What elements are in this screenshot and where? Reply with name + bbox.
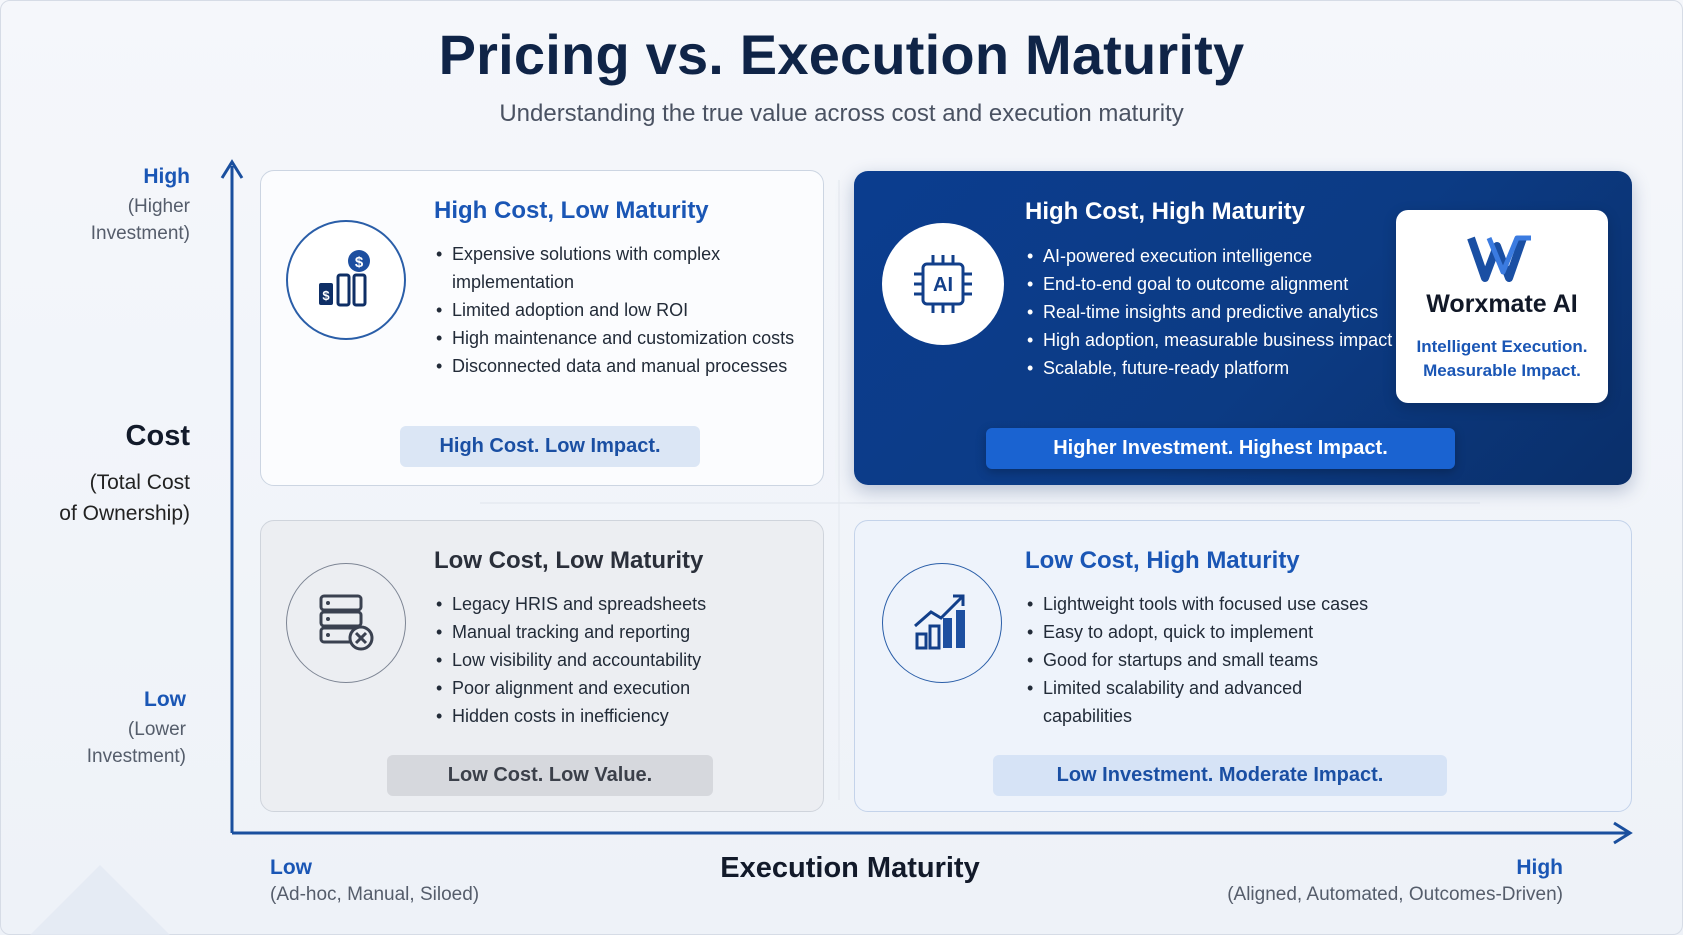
svg-text:$: $ bbox=[355, 254, 364, 271]
list-item: End-to-end goal to outcome alignment bbox=[1025, 270, 1395, 298]
y-axis-high-sub-1: (Higher bbox=[127, 196, 190, 217]
y-axis-low: Low bbox=[144, 688, 186, 711]
list-item: High maintenance and customization costs bbox=[434, 324, 804, 352]
bullet-list: Legacy HRIS and spreadsheets Manual trac… bbox=[434, 590, 804, 730]
brand-name: Worxmate AI bbox=[1426, 290, 1578, 318]
y-axis-high: High bbox=[143, 165, 190, 188]
bullet-list: Lightweight tools with focused use cases… bbox=[1025, 590, 1425, 730]
list-item: Good for startups and small teams bbox=[1025, 646, 1425, 674]
list-item: Legacy HRIS and spreadsheets bbox=[434, 590, 804, 618]
y-axis-title-sub: (Total Cost of Ownership) bbox=[40, 467, 190, 529]
brand-tagline-2: Measurable Impact. bbox=[1423, 361, 1581, 380]
ai-chip-icon: AI bbox=[882, 223, 1004, 345]
list-item: Disconnected data and manual processes bbox=[434, 352, 804, 380]
quadrant-tagline: Low Investment. Moderate Impact. bbox=[993, 755, 1447, 796]
x-axis-low-sub: (Ad-hoc, Manual, Siloed) bbox=[270, 884, 480, 905]
y-axis-title-text: Cost bbox=[125, 420, 190, 452]
x-axis-arrow bbox=[1613, 821, 1633, 845]
y-axis-title: Cost (Total Cost of Ownership) bbox=[40, 420, 190, 529]
quadrant-title: Low Cost, High Maturity bbox=[1025, 547, 1300, 574]
y-axis-title-sub-2: of Ownership) bbox=[59, 502, 190, 525]
growth-chart-icon bbox=[882, 563, 1002, 683]
x-axis-high-label: High (Aligned, Automated, Outcomes-Drive… bbox=[1227, 856, 1563, 906]
list-item: Scalable, future-ready platform bbox=[1025, 354, 1395, 382]
worxmate-logo-icon bbox=[1467, 235, 1531, 282]
list-item: Real-time insights and predictive analyt… bbox=[1025, 298, 1395, 326]
y-axis-low-sub-2: Investment) bbox=[86, 746, 186, 767]
list-item: Manual tracking and reporting bbox=[434, 618, 804, 646]
quadrant-title: High Cost, Low Maturity bbox=[434, 197, 709, 224]
ai-chip-label: AI bbox=[933, 274, 953, 296]
y-axis-title-sub-1: (Total Cost bbox=[89, 471, 190, 494]
page-title: Pricing vs. Execution Maturity bbox=[438, 23, 1245, 86]
quadrant-title: High Cost, High Maturity bbox=[1025, 198, 1305, 225]
quadrant-tagline: High Cost. Low Impact. bbox=[400, 426, 700, 467]
x-axis-high: High bbox=[1516, 856, 1563, 879]
page-subtitle: Understanding the true value across cost… bbox=[499, 100, 1184, 127]
y-axis-low-sub-1: (Lower bbox=[127, 719, 186, 740]
list-item: Limited adoption and low ROI bbox=[434, 296, 804, 324]
quadrant-tagline: Low Cost. Low Value. bbox=[387, 755, 713, 796]
y-axis-arrow bbox=[220, 159, 244, 179]
list-item: Easy to adopt, quick to implement bbox=[1025, 618, 1425, 646]
list-item: High adoption, measurable business impac… bbox=[1025, 326, 1395, 354]
quadrant-tagline: Higher Investment. Highest Impact. bbox=[986, 428, 1455, 469]
x-axis-low-label: Low (Ad-hoc, Manual, Siloed) bbox=[270, 856, 479, 906]
x-axis-low: Low bbox=[270, 856, 312, 879]
brand-card: Worxmate AI Intelligent Execution. Measu… bbox=[1396, 210, 1608, 403]
y-axis-high-label: High (Higher Investment) bbox=[60, 165, 190, 247]
brand-tagline: Intelligent Execution. Measurable Impact… bbox=[1396, 335, 1608, 383]
brand-tagline-1: Intelligent Execution. bbox=[1416, 337, 1588, 356]
database-error-icon bbox=[286, 563, 406, 683]
quadrant-title: Low Cost, Low Maturity bbox=[434, 547, 704, 574]
decorative-shape bbox=[30, 865, 170, 935]
x-axis-title: Execution Maturity bbox=[720, 852, 980, 884]
svg-text:$: $ bbox=[322, 288, 330, 303]
cost-bars-icon: $ $ bbox=[286, 220, 406, 340]
bullet-list: Expensive solutions with complex impleme… bbox=[434, 240, 804, 380]
list-item: AI-powered execution intelligence bbox=[1025, 242, 1395, 270]
list-item: Lightweight tools with focused use cases bbox=[1025, 590, 1425, 618]
y-axis-high-sub-2: Investment) bbox=[90, 223, 190, 244]
bullet-list: AI-powered execution intelligence End-to… bbox=[1025, 242, 1395, 382]
list-item: Low visibility and accountability bbox=[434, 646, 804, 674]
list-item: Expensive solutions with complex impleme… bbox=[434, 240, 804, 296]
list-item: Hidden costs in inefficiency bbox=[434, 702, 804, 730]
list-item: Poor alignment and execution bbox=[434, 674, 804, 702]
y-axis-low-label: Low (Lower Investment) bbox=[60, 688, 186, 770]
list-item: Limited scalability and advanced capabil… bbox=[1025, 674, 1343, 730]
x-axis-high-sub: (Aligned, Automated, Outcomes-Driven) bbox=[1227, 884, 1563, 905]
